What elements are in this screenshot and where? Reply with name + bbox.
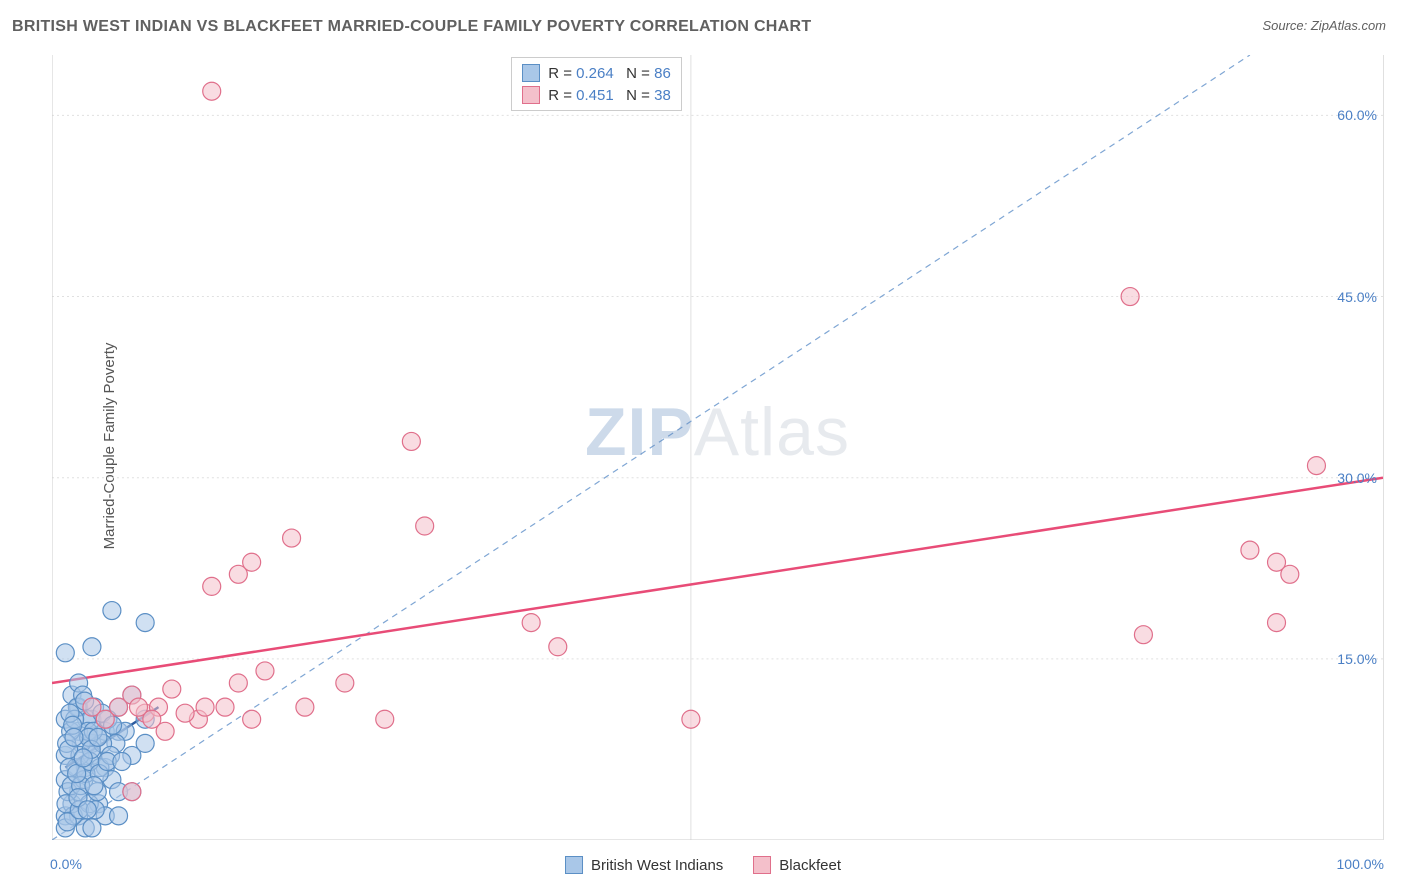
legend-swatch-icon — [522, 64, 540, 82]
legend-swatch-icon — [565, 856, 583, 874]
y-tick-label: 60.0% — [1337, 107, 1377, 123]
scatter-plot-svg — [52, 55, 1383, 840]
chart-title: BRITISH WEST INDIAN VS BLACKFEET MARRIED… — [12, 18, 811, 35]
correlation-legend-row-blackfeet: R = 0.451 N = 38 — [522, 84, 671, 106]
correlation-legend-box: R = 0.264 N = 86R = 0.451 N = 38 — [511, 57, 682, 111]
legend-item-bwi: British West Indians — [565, 856, 723, 874]
y-tick-label: 45.0% — [1337, 289, 1377, 305]
legend-label: British West Indians — [591, 857, 723, 874]
correlation-legend-row-bwi: R = 0.264 N = 86 — [522, 62, 671, 84]
legend-swatch-icon — [522, 86, 540, 104]
legend-label: Blackfeet — [779, 857, 841, 874]
x-tick-label: 0.0% — [50, 856, 82, 872]
legend-swatch-icon — [753, 856, 771, 874]
x-tick-label: 100.0% — [1334, 856, 1384, 872]
legend-item-blackfeet: Blackfeet — [753, 856, 841, 874]
y-tick-label: 15.0% — [1337, 651, 1377, 667]
chart-plot-area: ZIPAtlas R = 0.264 N = 86R = 0.451 N = 3… — [52, 55, 1384, 840]
y-tick-label: 30.0% — [1337, 470, 1377, 486]
series-legend: British West Indians Blackfeet — [565, 856, 841, 874]
chart-source: Source: ZipAtlas.com — [1262, 18, 1386, 33]
chart-header: BRITISH WEST INDIAN VS BLACKFEET MARRIED… — [12, 18, 1386, 44]
